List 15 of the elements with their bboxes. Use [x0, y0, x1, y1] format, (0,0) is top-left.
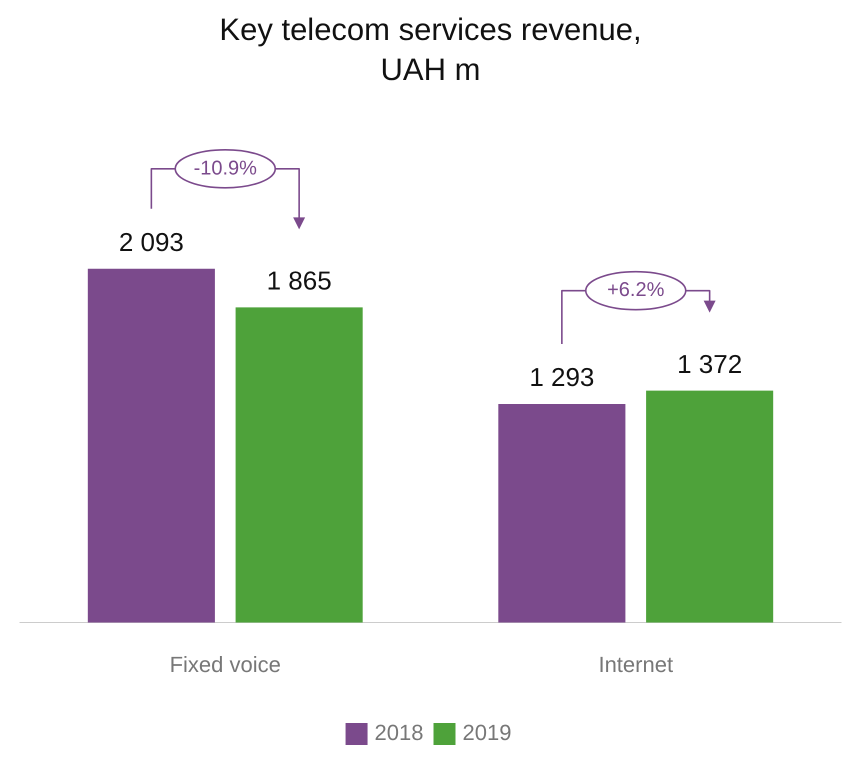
data-label: 1 865 — [266, 266, 332, 296]
data-label: 2 093 — [118, 226, 184, 257]
annotation: +6.2% — [607, 279, 665, 302]
x-tick-label: Internet — [598, 652, 674, 677]
bar — [88, 268, 215, 623]
legend-label: 2018 — [374, 720, 424, 746]
data-label: 1 372 — [677, 348, 742, 379]
x-tick-label: Fixed voice — [170, 652, 281, 677]
text: -10.9% — [194, 157, 258, 180]
bar — [236, 307, 363, 623]
legend-label: 2019 — [462, 720, 512, 746]
data-label: 1 293 — [529, 362, 594, 392]
bar — [498, 404, 626, 623]
bar — [646, 390, 774, 623]
chart-title: Key telecom services revenue, UAH m — [218, 11, 643, 89]
